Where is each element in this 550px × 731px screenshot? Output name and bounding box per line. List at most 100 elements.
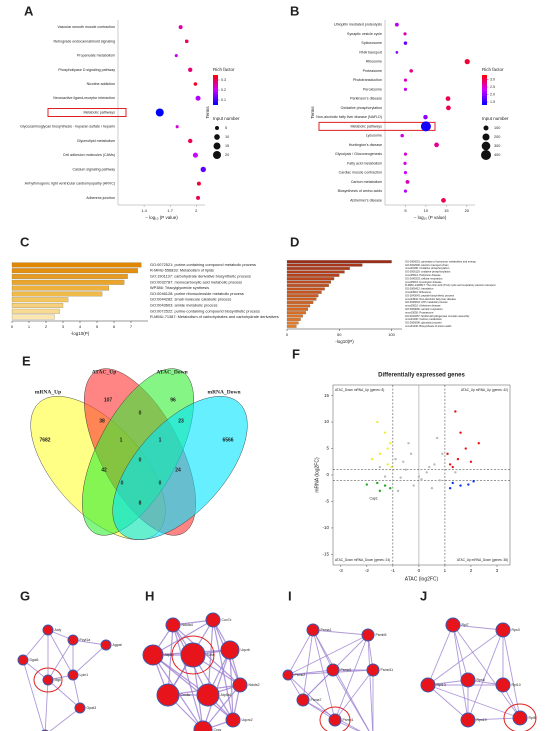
node — [326, 663, 340, 677]
edge — [167, 624, 174, 696]
colorbar-label: 2.0 — [490, 92, 495, 96]
bar-label: R-MMU-1428517: The citric acid (TCA) cyc… — [405, 283, 496, 287]
node — [196, 683, 220, 707]
term-label: Metabolic pathways — [83, 110, 115, 114]
x-tick-label: 3 — [496, 568, 499, 573]
bar — [286, 311, 306, 315]
term-label: Phospholipase D signaling pathway — [58, 68, 115, 72]
node — [282, 669, 294, 681]
node-label: Pcyt1a — [80, 638, 91, 642]
point — [420, 478, 423, 481]
venn-count: 1 — [120, 437, 123, 443]
size-label: 100 — [494, 126, 500, 130]
edge — [452, 624, 469, 681]
point — [428, 465, 431, 469]
node-label: Psmd1 — [341, 668, 352, 672]
bar-label: GO:1901137: carbohydrate derivative bios… — [150, 274, 251, 279]
bar — [286, 294, 319, 298]
dot — [394, 22, 399, 27]
bar-label: R-MMU-556833: Metabolism of lipids — [150, 268, 214, 273]
point — [438, 479, 441, 482]
bar-label: GO:0043043: peptide biosynthetic process — [405, 293, 455, 297]
venn-count: 38 — [99, 418, 105, 424]
bar-label: GO:0009060: aerobic respiration — [405, 307, 443, 311]
term-label: Nicotine addiction — [87, 82, 115, 86]
bar — [11, 314, 55, 320]
node — [296, 693, 310, 707]
point — [378, 452, 382, 456]
node-label: Ndufa4 — [182, 623, 193, 627]
edge — [427, 684, 469, 721]
term-label: Adherens junction — [86, 196, 115, 200]
y-axis-label: Terms — [310, 106, 315, 119]
bar-label: GO:0046034: ATP metabolic process — [405, 300, 448, 304]
y-tick-label: 10 — [324, 419, 330, 424]
node — [495, 622, 511, 638]
node-label: Rps3 — [512, 628, 520, 632]
point — [376, 420, 379, 424]
x-tick-label: 3 — [62, 324, 65, 329]
edge — [332, 669, 370, 731]
node — [420, 677, 436, 693]
node-label: Rpl5 — [529, 716, 536, 720]
edge — [172, 624, 204, 731]
node-label: Uqcrc2 — [242, 718, 253, 722]
size-key — [213, 142, 221, 150]
edge — [287, 674, 336, 721]
edge — [427, 624, 454, 686]
x-axis-label: -log10(P) — [335, 339, 354, 344]
node — [42, 674, 54, 686]
point — [409, 452, 413, 456]
quadrant-label: ATAC_Down mRNA_Up (genes: 8) — [335, 388, 384, 392]
x-tick-label: 2 — [195, 208, 198, 213]
panel-label: B — [290, 3, 299, 18]
size-label: 200 — [494, 135, 500, 139]
term-label: Propanoate metabolism — [77, 54, 115, 58]
bar-label: GO:0044282: small molecule catabolic pro… — [150, 297, 231, 302]
term-label: Alzheimer's disease — [350, 198, 382, 202]
point — [459, 484, 462, 487]
node-label: Rpl10 — [512, 683, 521, 687]
x-axis-label: ATAC (log2FC) — [405, 576, 439, 582]
node — [100, 639, 112, 651]
term-label: Lysosome — [366, 134, 382, 138]
dot — [192, 152, 198, 158]
venn-set — [112, 396, 248, 540]
bar-label: GO:0043603: amide metabolic process — [150, 303, 218, 308]
y-tick-label: 15 — [324, 393, 330, 398]
point — [370, 457, 374, 461]
node-label: Rpl7 — [462, 623, 469, 627]
edge — [287, 629, 314, 676]
bar-label: WP386: Triacylglyceride synthesis — [150, 285, 209, 290]
bar — [11, 297, 69, 303]
node-label: Atp5a1 — [221, 693, 232, 697]
node-label: Rpl13 — [437, 683, 446, 687]
size-label: 300 — [494, 144, 500, 148]
point — [402, 460, 405, 463]
dot — [196, 181, 201, 186]
y-axis-label: Terms — [205, 106, 210, 119]
node-label: Cycs — [214, 728, 222, 731]
node-label: Ndufs2 — [249, 683, 260, 687]
node — [220, 640, 240, 660]
point — [459, 431, 462, 434]
x-tick-label: -3 — [339, 568, 343, 573]
edge — [207, 619, 214, 696]
node — [366, 663, 380, 677]
edge — [452, 624, 469, 721]
dot — [420, 121, 431, 132]
venn-count: 0 — [159, 480, 162, 486]
edge — [334, 719, 360, 731]
edge — [312, 629, 369, 636]
edge — [367, 634, 374, 731]
bar-label: GO:0022900: electron transport chain — [405, 263, 449, 267]
point — [472, 480, 475, 483]
dot — [155, 108, 164, 117]
panel-label: E — [22, 353, 31, 368]
plot-frame — [332, 384, 511, 566]
bar-label: mmu03010: Ribosome — [405, 290, 432, 294]
bar-label: mmu05012: Parkinson disease — [405, 273, 441, 277]
edge — [47, 639, 74, 681]
dot — [196, 195, 201, 200]
